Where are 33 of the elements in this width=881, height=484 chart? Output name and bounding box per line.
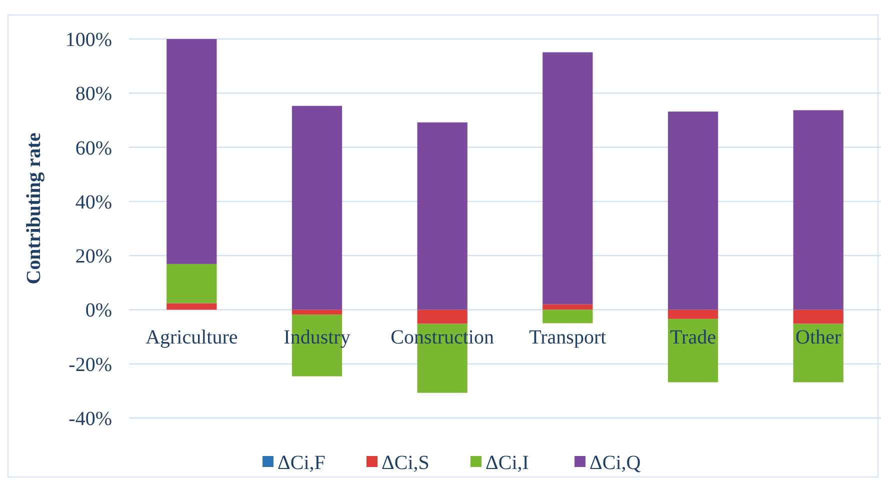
y-tick-label: 20% [75,246,112,268]
x-tick-label: Other [796,326,842,349]
bar [793,324,844,382]
bar [292,310,342,315]
legend-label: ΔCi,I [486,452,529,474]
bar [166,303,217,310]
y-tick-label: 0% [85,300,112,322]
legend-label: ΔCi,Q [590,452,642,474]
y-tick-label: 80% [75,83,112,106]
bar [668,310,718,319]
bar [793,110,844,310]
bar [542,52,593,304]
bar [793,310,844,324]
x-tick-label: Transport [529,326,607,349]
y-axis-title: Contributing rate [23,132,45,284]
bar [292,106,342,310]
y-tick-label: 40% [75,191,112,214]
bar [668,112,718,310]
bar [166,264,217,304]
bar [417,310,468,324]
legend-label: ΔCi,S [382,452,430,474]
y-tick-label: 60% [75,137,112,160]
bar [166,39,217,264]
bar [417,122,468,310]
bar [668,318,718,382]
bar [542,310,593,324]
y-tick-label: -40% [68,408,112,430]
legend-label: ΔCi,F [278,452,326,474]
x-tick-label: Agriculture [146,326,238,349]
x-tick-label: Trade [670,326,716,349]
y-tick-label: -20% [68,354,112,376]
bar [542,304,593,310]
y-tick-label: 100% [65,29,112,51]
